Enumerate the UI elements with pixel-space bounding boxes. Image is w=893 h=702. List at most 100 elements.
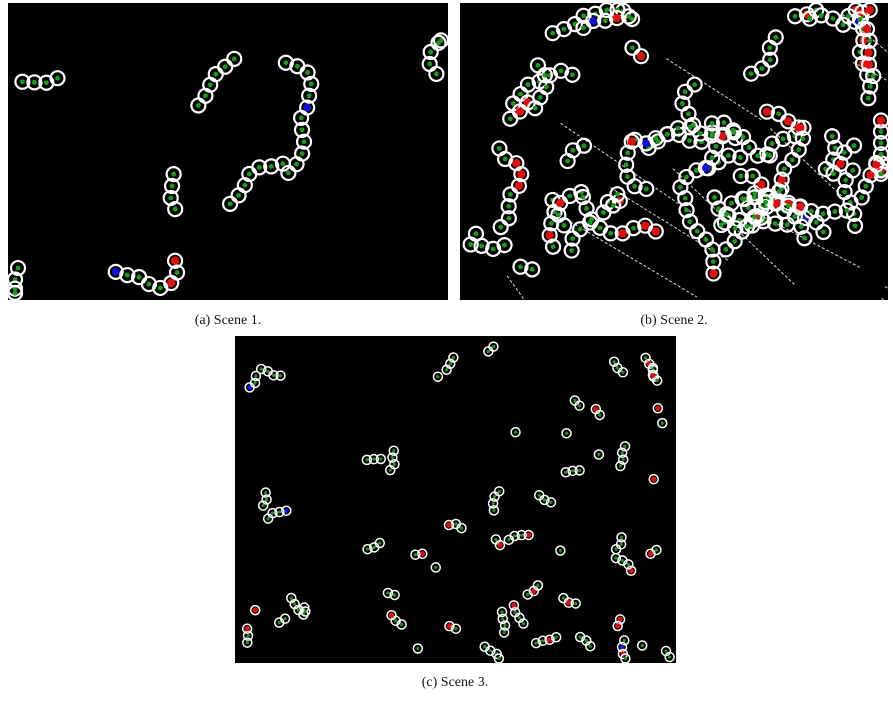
- cell-marker: [497, 146, 502, 151]
- cell-marker: [545, 231, 553, 239]
- cell-marker: [506, 204, 511, 209]
- cell-marker: [703, 237, 708, 242]
- caption: (a) Scene 1.: [78, 313, 378, 329]
- cell-marker: [386, 591, 389, 594]
- cell-marker: [709, 269, 717, 277]
- cell-marker: [745, 224, 750, 229]
- cell-marker: [668, 655, 671, 658]
- cell-marker: [655, 139, 660, 144]
- cell-marker: [796, 202, 804, 210]
- cell-marker: [750, 174, 755, 179]
- cell-marker: [517, 170, 525, 178]
- cell-marker: [236, 193, 241, 198]
- cell-marker: [305, 70, 310, 75]
- cell-marker: [882, 298, 888, 300]
- cell-marker: [850, 168, 855, 173]
- cell-marker: [507, 538, 510, 541]
- cell-marker: [173, 207, 178, 212]
- cell-marker: [265, 498, 268, 501]
- cell-marker: [290, 596, 293, 599]
- cell-marker: [711, 259, 716, 264]
- cell-marker: [246, 634, 249, 637]
- cell-marker: [863, 25, 871, 33]
- cell-marker: [508, 192, 513, 197]
- cell-marker: [719, 223, 724, 228]
- cell-marker: [821, 230, 826, 235]
- cell-marker: [637, 52, 645, 60]
- cell-marker: [585, 639, 588, 642]
- cell-marker: [526, 82, 531, 87]
- cell-marker: [618, 229, 626, 237]
- cell-marker: [434, 566, 437, 569]
- figure-page: (a) Scene 1. (b) Scene 2. (c) Scene 3.: [0, 0, 893, 702]
- cell-marker: [619, 464, 622, 467]
- cell-marker: [278, 621, 281, 624]
- cell-marker: [556, 199, 564, 207]
- cell-marker: [724, 212, 729, 217]
- cell-marker: [868, 84, 873, 89]
- cell-marker: [16, 266, 21, 271]
- cell-marker: [309, 81, 314, 86]
- cell-marker: [246, 641, 249, 644]
- cell-marker: [836, 160, 844, 168]
- cell-marker: [13, 291, 18, 296]
- cell-marker: [631, 226, 636, 231]
- scene-image: [235, 336, 676, 663]
- cell-marker: [497, 657, 500, 660]
- cell-marker: [262, 504, 265, 507]
- cell-marker: [832, 209, 837, 214]
- cell-marker: [759, 66, 764, 71]
- cell-marker: [487, 350, 490, 353]
- cell-marker: [692, 82, 697, 87]
- cell-marker: [208, 82, 213, 87]
- cell-marker: [879, 140, 884, 145]
- cell-marker: [732, 239, 737, 244]
- cell-marker: [683, 196, 688, 201]
- cell-marker: [439, 38, 444, 43]
- cell-marker: [790, 157, 795, 162]
- cell-marker: [498, 225, 503, 230]
- cell-marker: [802, 236, 807, 241]
- cell-marker: [279, 374, 282, 377]
- cell-marker: [581, 25, 586, 30]
- cell-marker: [514, 431, 517, 434]
- cell-marker: [498, 490, 501, 493]
- cell-marker: [879, 129, 884, 134]
- cell-marker: [687, 138, 692, 143]
- cell-marker: [651, 476, 656, 481]
- cell-marker: [497, 542, 502, 547]
- cell-marker: [871, 74, 876, 79]
- cell-marker: [675, 126, 680, 131]
- cell-marker: [821, 211, 826, 216]
- cell-marker: [170, 184, 175, 189]
- cell-marker: [613, 360, 616, 363]
- cell-marker: [303, 104, 311, 112]
- caption: (b) Scene 2.: [524, 313, 824, 329]
- cell-marker: [272, 374, 275, 377]
- cell-marker: [515, 182, 523, 190]
- cell-marker: [460, 527, 463, 530]
- cell-marker: [852, 143, 857, 148]
- cell-marker: [260, 367, 263, 370]
- cell-marker: [578, 404, 581, 407]
- cell-marker: [168, 195, 173, 200]
- cell-marker: [863, 184, 868, 189]
- cell-marker: [257, 165, 262, 170]
- cell-marker: [514, 611, 517, 614]
- cell-marker: [534, 642, 537, 645]
- cell-marker: [644, 186, 649, 191]
- cell-marker: [247, 172, 252, 177]
- cell-marker: [740, 196, 745, 201]
- cell-marker: [749, 71, 754, 76]
- cell-marker: [615, 548, 618, 551]
- cell-marker: [763, 200, 768, 205]
- cell-marker: [846, 14, 851, 19]
- cell-marker: [620, 536, 623, 539]
- cell-marker: [44, 80, 49, 85]
- cell-marker: [392, 449, 395, 452]
- cell-marker: [264, 491, 267, 494]
- cell-marker: [763, 107, 771, 115]
- cell-marker: [228, 201, 233, 206]
- cell-marker: [492, 509, 495, 512]
- cell-marker: [555, 636, 558, 639]
